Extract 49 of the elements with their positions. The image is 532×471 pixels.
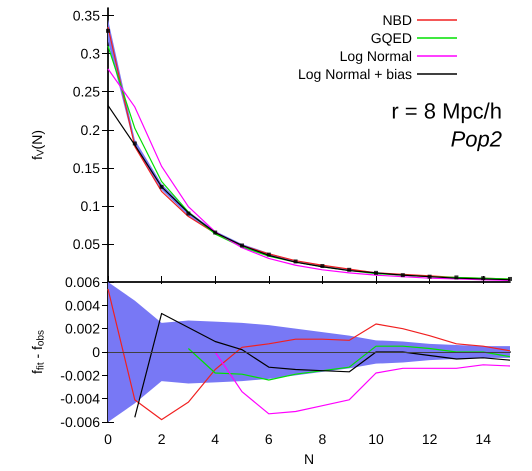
line-series [214,351,511,414]
point [106,28,110,33]
y-axis-title: fV(N) [29,130,46,160]
point [400,273,405,278]
y-tick-label: -0.006 [60,414,100,430]
legend-label: GQED [370,30,412,46]
y-tick-label: 0.05 [72,236,100,252]
y-tick-label: 0.3 [80,46,100,62]
x-tick-label: 6 [264,431,273,447]
legend-label: NBD [382,12,412,28]
x-tick-label: 4 [211,431,220,447]
y-tick-label: 0.004 [64,297,100,314]
point [266,252,271,257]
y-tick-label: 0.2 [80,122,100,138]
x-tick-label: 12 [422,431,438,447]
x-tick-label: 2 [158,431,166,447]
point [240,243,244,248]
point [186,212,190,216]
point [508,276,512,281]
y-tick-label: 0.25 [72,84,100,100]
y-tick-label: 0.1 [80,198,100,214]
line-series [134,312,511,418]
y-axis-title: ffit - fobs [29,330,46,374]
x-tick-label: 14 [475,431,492,447]
y-tick-label: -0.004 [60,390,100,407]
legend-label: Log Normal + bias [298,66,412,82]
y-tick-label: 0.15 [72,160,100,176]
point [132,141,137,146]
point [294,259,298,264]
y-tick-label: 0 [92,344,100,360]
x-tick-label: 0 [104,431,112,447]
point [347,268,352,272]
annotation: r = 8 Mpc/h [391,98,502,124]
y-tick-label: 0.35 [72,8,100,24]
point [320,264,324,268]
y-tick-label: 0.002 [64,320,100,337]
line-series [188,346,511,381]
y-tick-label: -0.002 [60,367,100,384]
point [374,270,378,275]
legend-label: Log Normal [340,48,412,64]
point [160,184,164,189]
point [213,230,218,235]
x-tick-label: 10 [368,431,384,447]
x-tick-label: 8 [318,431,326,447]
point [454,275,458,280]
y-tick-label: 0.006 [64,274,100,290]
x-axis-title: N [304,451,314,467]
annotation: Pop2 [450,126,502,152]
point [428,274,432,279]
